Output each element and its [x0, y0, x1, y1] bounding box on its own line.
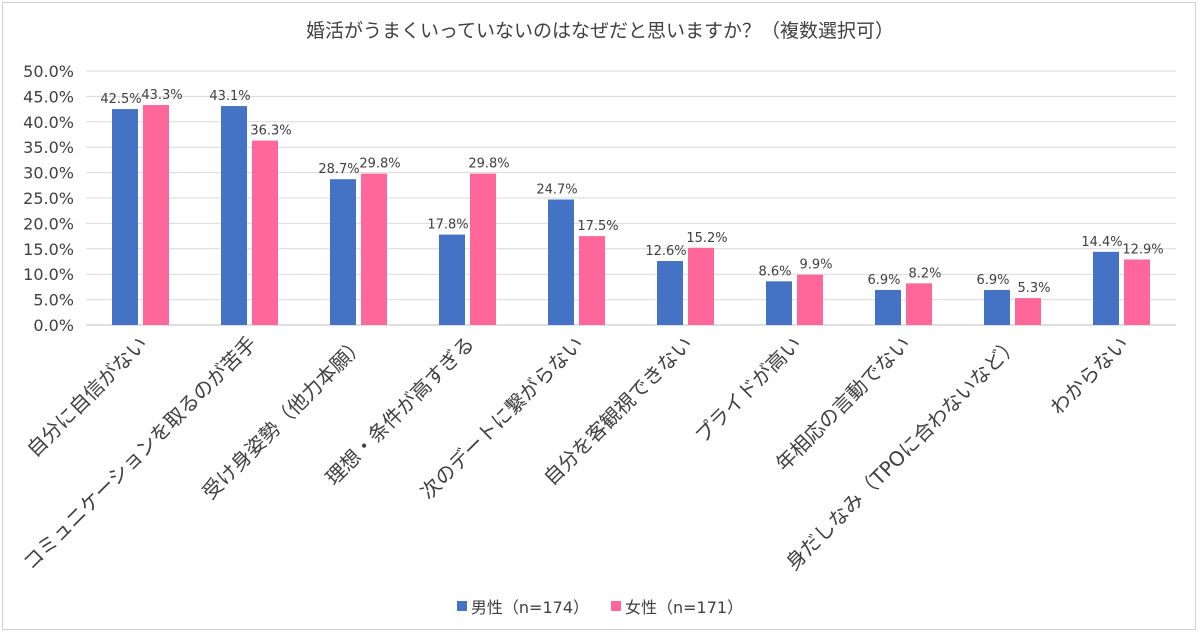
data-label: 5.3%	[1017, 281, 1050, 296]
data-label: 12.9%	[1122, 242, 1163, 257]
y-tick-label: 15.0%	[23, 240, 74, 259]
bar-female	[797, 274, 823, 325]
data-label: 8.2%	[908, 266, 941, 281]
bar-male	[1093, 251, 1119, 325]
y-tick-label: 0.0%	[33, 316, 74, 335]
bar-female	[252, 140, 278, 325]
legend: 男性（n=174） 女性（n=171）	[0, 594, 1200, 618]
bar-male	[221, 106, 247, 325]
y-tick-label: 40.0%	[23, 113, 74, 132]
chart-title: 婚活がうまくいっていないのはなぜだと思いますか？（複数選択可）	[305, 20, 895, 42]
bar-male	[984, 289, 1010, 325]
bar-female	[1124, 259, 1150, 325]
x-category-label: コミュニケーションを取るのが苦手	[18, 332, 261, 575]
bar-female	[688, 247, 714, 325]
x-category-label: プライドが高い	[690, 332, 806, 448]
bar-female	[906, 283, 932, 325]
legend-swatch-male	[456, 601, 467, 611]
data-label: 9.9%	[799, 258, 832, 273]
y-tick-label: 45.0%	[23, 87, 74, 106]
bar-female	[143, 105, 169, 325]
legend-label-male: 男性（n=174）	[470, 598, 589, 617]
data-label: 29.8%	[468, 157, 509, 172]
y-tick-label: 50.0%	[23, 62, 74, 81]
data-label: 24.7%	[536, 183, 577, 198]
y-tick-label: 5.0%	[33, 291, 74, 310]
data-label: 42.5%	[100, 92, 141, 107]
bar-male	[112, 109, 138, 325]
bar-male	[548, 199, 574, 325]
data-label: 14.4%	[1081, 235, 1122, 250]
y-tick-label: 10.0%	[23, 265, 74, 284]
data-label: 36.3%	[250, 124, 291, 139]
legend-swatch-female	[611, 601, 621, 611]
y-tick-label: 35.0%	[23, 138, 74, 157]
bar-female	[579, 236, 605, 325]
bar-female	[361, 173, 387, 325]
y-tick-label: 25.0%	[23, 189, 74, 208]
bar-male	[766, 281, 792, 325]
bar-male	[330, 179, 356, 325]
bar-male	[875, 289, 901, 325]
data-label: 43.3%	[141, 88, 182, 103]
data-label: 29.8%	[359, 157, 400, 172]
bar-male	[657, 260, 683, 325]
data-label: 12.6%	[645, 244, 686, 259]
data-label: 15.2%	[686, 231, 727, 246]
bar-female	[470, 173, 496, 325]
data-label: 6.9%	[867, 273, 900, 288]
data-label: 8.6%	[758, 264, 791, 279]
x-category-label: 身だしなみ（TPOに合わないなど）	[781, 332, 1024, 575]
data-label: 6.9%	[976, 273, 1009, 288]
data-label: 28.7%	[318, 162, 359, 177]
bar-male	[439, 234, 465, 325]
y-tick-label: 20.0%	[23, 214, 74, 233]
y-tick-label: 30.0%	[23, 164, 74, 183]
legend-item-female: 女性（n=171）	[611, 594, 743, 618]
bar-female	[1015, 298, 1041, 325]
legend-label-female: 女性（n=171）	[625, 598, 744, 617]
data-label: 17.8%	[427, 218, 468, 233]
legend-item-male: 男性（n=174）	[456, 594, 589, 618]
x-category-label: わからない	[1045, 332, 1133, 420]
data-label: 17.5%	[577, 219, 618, 234]
data-label: 43.1%	[209, 89, 250, 104]
